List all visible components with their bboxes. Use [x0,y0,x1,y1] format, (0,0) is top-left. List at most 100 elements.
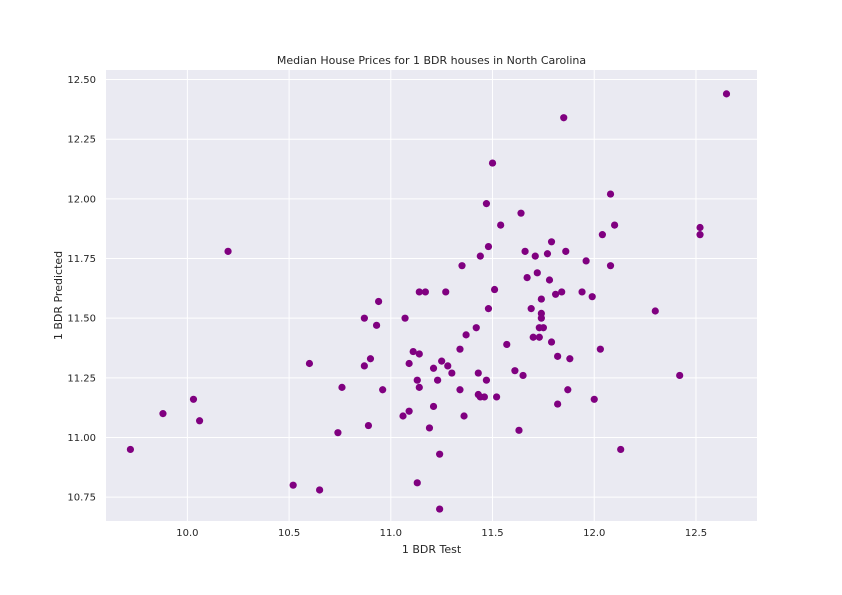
x-tick-label: 11.5 [481,528,503,539]
data-point [484,242,493,251]
data-point [722,90,731,98]
data-point [482,200,491,208]
y-tick-label: 10.75 [67,493,96,504]
data-point [598,231,606,239]
x-tick-label: 12.5 [685,528,707,539]
plot-area [106,70,757,521]
chart-title: Median House Prices for 1 BDR houses in … [277,54,586,67]
data-point [554,400,562,408]
x-axis-label: 1 BDR Test [402,543,462,556]
data-point [448,369,456,377]
data-point [429,402,438,411]
data-point [617,445,625,454]
data-point [405,407,413,415]
data-point [360,362,368,370]
data-point [444,362,452,370]
data-point [372,321,381,329]
data-point [364,421,373,430]
data-point [476,252,484,260]
x-tick-label: 10.0 [176,528,198,539]
data-point [562,247,570,255]
data-point [415,383,423,391]
data-point [405,359,413,368]
data-point [375,297,383,306]
data-point [224,247,232,255]
y-tick-label: 11.00 [67,433,96,444]
data-point [606,262,615,270]
data-point [484,305,493,313]
data-point [425,424,434,432]
data-point [434,376,442,384]
data-point [338,383,346,391]
data-point [379,386,387,394]
data-point [523,274,531,282]
data-point [696,231,704,239]
data-point [519,371,527,380]
data-point [436,505,444,513]
data-point [588,293,596,301]
data-point [126,445,135,454]
data-point [545,276,554,284]
data-point [360,314,368,322]
data-point [413,376,421,384]
data-point [456,386,464,394]
data-point [366,355,375,363]
y-tick-label: 12.25 [67,135,96,146]
data-point [401,314,409,322]
data-point [305,359,314,368]
y-tick-label: 11.25 [67,373,96,384]
data-point [493,393,501,401]
data-point [578,288,586,296]
data-point [558,288,566,296]
data-point [527,305,535,313]
data-point [462,331,470,339]
x-tick-label: 11.0 [380,528,402,539]
data-point [429,364,438,372]
data-point [596,345,604,353]
y-tick-label: 12.00 [67,194,96,205]
data-point [488,159,497,167]
x-tick-label: 10.5 [278,528,300,539]
data-point [421,288,429,296]
data-point [334,429,342,437]
data-point [582,257,590,265]
data-point [564,386,572,394]
data-point [533,269,541,277]
data-point [676,371,684,380]
data-point [442,288,450,296]
data-point [515,426,523,434]
data-point [503,340,511,349]
data-point [490,285,499,294]
data-point [316,486,324,494]
data-point [535,333,543,341]
data-point [482,376,491,384]
data-point [497,221,505,229]
data-point [529,333,537,341]
data-point [537,295,545,303]
data-point [511,367,519,375]
data-point [590,395,598,403]
data-point [606,190,615,198]
y-tick-labels: 10.75 11.00 11.25 11.50 11.75 12.00 12.25 12.50 [67,75,96,504]
data-point [413,479,421,487]
data-point [474,369,482,377]
x-tick-labels: 10.0 10.5 11.0 11.5 12.0 12.5 [176,528,707,539]
y-tick-label: 11.75 [67,254,96,265]
data-point [551,290,560,298]
data-point [651,307,659,315]
data-point [547,338,556,346]
data-point [696,223,704,232]
data-points [126,90,731,513]
data-point [610,221,619,229]
data-point [460,412,468,420]
y-tick-label: 12.50 [67,75,96,86]
data-point [472,324,480,332]
data-point [458,262,466,270]
data-point [531,252,539,260]
data-point [560,114,568,122]
data-point [521,247,529,255]
data-point [517,209,525,217]
data-point [456,345,464,353]
data-point [399,412,407,420]
y-axis-label: 1 BDR Predicted [52,251,65,340]
